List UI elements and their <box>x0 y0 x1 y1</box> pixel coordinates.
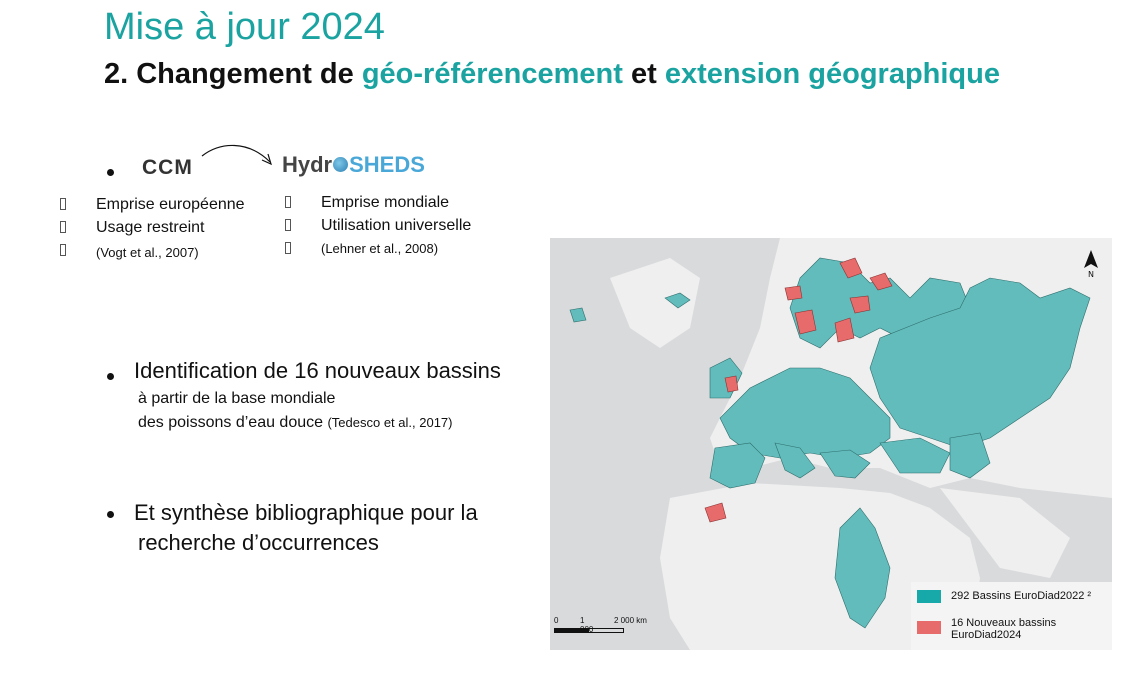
eurodiad-2024-new-basins <box>704 257 893 523</box>
bullet-synthese: Et synthèse bibliographique pour la rech… <box>134 500 478 555</box>
legend-swatch-teal <box>917 590 941 603</box>
scale-label-0: 0 <box>554 616 559 625</box>
scale-label-2000: 2 000 km <box>614 616 647 625</box>
checkbox-glyph-icon <box>60 244 66 256</box>
map-legend: 292 Bassins EuroDiad2022 ² 16 Nouveaux b… <box>911 582 1112 650</box>
bullet-identification-line2: à partir de la base mondiale <box>138 390 336 407</box>
subtitle-prefix: 2. Changement de <box>104 58 362 90</box>
bullet-dot-2 <box>107 373 114 380</box>
subtitle-mid: et <box>622 58 665 90</box>
globe-icon <box>333 157 349 173</box>
checkbox-glyph-icon <box>285 242 291 254</box>
hydrosheds-logo: Hydr SHEDS <box>282 152 425 178</box>
hydro-logo-part1: Hydr <box>282 152 333 177</box>
bullet-identification: Identification de 16 nouveaux bassins <box>134 358 501 383</box>
eurodiad-2022-basins <box>569 257 1091 629</box>
land-arabia <box>940 488 1070 578</box>
basins-map: N 0 1 000 2 000 km 292 Bassins EuroDiad2… <box>550 238 1112 650</box>
checkbox-glyph-icon <box>60 198 66 210</box>
bullet-identification-line3: des poissons d’eau douce (Tedesco et al.… <box>138 414 453 431</box>
scale-bar-graphic <box>554 628 624 633</box>
slide-subtitle: 2. Changement de géo-référencement et ex… <box>104 58 1000 91</box>
bullet-dot-1 <box>107 169 114 176</box>
svg-text:N: N <box>1088 270 1094 278</box>
map-canvas <box>569 238 1112 650</box>
checkbox-glyph-icon <box>285 196 291 208</box>
north-arrow-icon: N <box>1084 250 1098 278</box>
bullet-dot-3 <box>107 511 114 518</box>
subtitle-highlight-extension: extension géographique <box>664 58 1000 90</box>
arrow-icon <box>201 144 272 166</box>
slide-title: Mise à jour 2024 <box>104 6 385 48</box>
land-africa <box>660 483 980 650</box>
ccm-logo: CCM <box>142 156 193 179</box>
citation: (Tedesco et al., 2017) <box>327 415 453 430</box>
legend-swatch-red <box>917 621 941 634</box>
checkbox-glyph-icon <box>60 221 66 233</box>
hydro-logo-part2: SHEDS <box>349 152 425 177</box>
land-greenland <box>610 258 700 348</box>
checkbox-glyph-icon <box>285 219 291 231</box>
subtitle-highlight-georef: géo-référencement <box>361 58 623 90</box>
